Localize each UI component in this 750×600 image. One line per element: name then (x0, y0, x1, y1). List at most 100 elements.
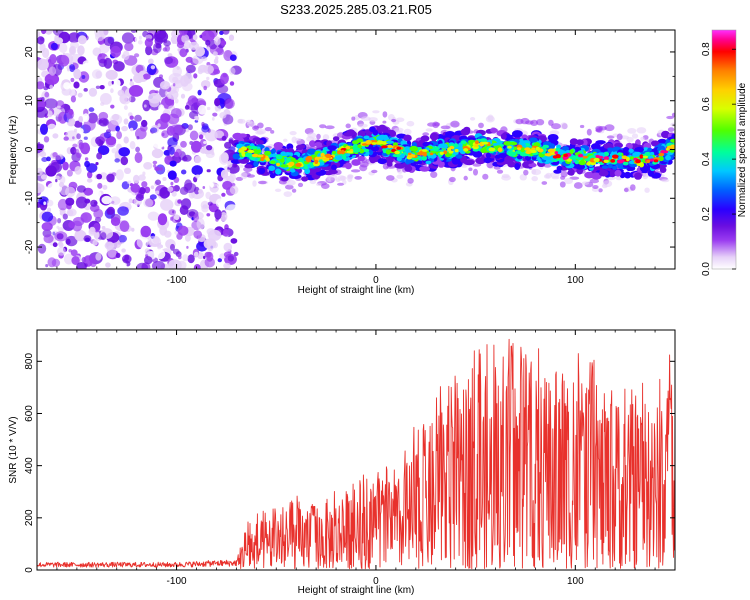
noise-blob (223, 242, 233, 252)
signal-blob (265, 157, 270, 162)
signal-blob (251, 153, 259, 158)
noise-blob (43, 201, 47, 205)
noise-blob (185, 234, 191, 242)
noise-blob (88, 87, 98, 97)
signal-blob (494, 154, 501, 159)
noise-blob (106, 136, 117, 146)
signal-blob (440, 143, 448, 149)
signal-blob (474, 144, 479, 148)
noise-blob (200, 80, 211, 89)
signal-blob (610, 159, 616, 163)
signal-blob (429, 152, 434, 156)
signal-blob (443, 150, 448, 155)
signal-blob (624, 171, 632, 179)
noise-blob (171, 191, 177, 197)
noise-blob (121, 32, 135, 44)
signal-blob (460, 140, 467, 145)
noise-blob (44, 91, 50, 98)
signal-blob (376, 135, 384, 141)
noise-blob (77, 45, 85, 56)
signal-halo-blob (238, 164, 244, 168)
noise-blob (181, 198, 192, 210)
signal-blob (525, 150, 532, 154)
noise-blob (206, 145, 213, 151)
signal-blob (334, 155, 343, 161)
noise-blob (57, 227, 64, 232)
noise-blob (182, 254, 189, 262)
signal-halo-blob (427, 122, 437, 127)
noise-blob (46, 199, 54, 207)
noise-blob (129, 115, 134, 120)
signal-blob (475, 140, 479, 145)
noise-blob (84, 263, 88, 268)
y-tick-label: 20 (24, 46, 35, 58)
noise-blob (167, 93, 172, 99)
signal-blob (419, 166, 430, 172)
noise-blob (145, 45, 153, 56)
noise-blob (123, 118, 129, 125)
noise-blob (174, 151, 179, 157)
noise-blob (196, 175, 210, 187)
noise-blob (129, 127, 134, 132)
noise-blob (193, 251, 199, 257)
noise-blob (176, 41, 185, 49)
noise-blob (207, 201, 213, 206)
signal-blob (569, 138, 579, 146)
noise-blob (110, 88, 114, 94)
signal-blob (603, 156, 610, 161)
signal-halo-blob (396, 174, 404, 179)
signal-blob (576, 139, 584, 146)
noise-blob (179, 30, 188, 36)
noise-blob (194, 155, 202, 164)
signal-halo-blob (295, 137, 302, 142)
signal-halo-blob (616, 133, 623, 141)
noise-blob (152, 160, 158, 165)
noise-blob (54, 231, 68, 242)
signal-blob (352, 147, 361, 153)
noise-blob (91, 69, 103, 80)
snr-panel: -100 0 100 0 200 400 600 800 Height of straight… (8, 329, 676, 596)
noise-blob (110, 104, 115, 109)
signal-blob (479, 138, 488, 142)
noise-blob (44, 98, 58, 109)
colorbar-gradient (711, 29, 737, 270)
signal-halo-blob (354, 176, 363, 180)
noise-blob (198, 189, 203, 194)
y-tick-label: -20 (24, 239, 35, 254)
noise-blob (191, 165, 203, 176)
noise-blob (135, 146, 141, 153)
signal-halo-blob (595, 128, 601, 133)
noise-blob (128, 120, 138, 131)
noise-blob (45, 165, 57, 177)
signal-blob (481, 141, 489, 145)
noise-blob (123, 136, 129, 144)
noise-blob (93, 231, 100, 239)
noise-blob (155, 249, 166, 260)
noise-blob (151, 260, 166, 269)
noise-blob (162, 177, 167, 181)
noise-blob (101, 195, 112, 205)
signal-blob (507, 145, 512, 149)
y-tick-label: 0 (24, 567, 35, 573)
signal-halo-blob (485, 115, 495, 123)
signal-halo-blob (592, 185, 599, 189)
x-tick-label: 0 (373, 275, 379, 286)
signal-blob (634, 151, 641, 157)
signal-blob (535, 146, 540, 151)
signal-blob (343, 132, 353, 137)
noise-blob (115, 125, 120, 132)
signal-blob (500, 133, 507, 140)
signal-blob (268, 165, 276, 171)
signal-blob (612, 165, 618, 170)
noise-blob (124, 42, 134, 52)
signal-blob (507, 161, 516, 168)
colorbar-tick-label: 0.4 (701, 152, 712, 166)
spectrogram-ylabel: Frequency (Hz) (8, 116, 19, 185)
signal-halo-blob (350, 169, 361, 173)
signal-halo-blob (291, 188, 297, 193)
noise-blob (73, 68, 82, 80)
noise-blob (185, 64, 196, 73)
noise-blob (178, 59, 186, 66)
signal-blob (628, 148, 634, 153)
